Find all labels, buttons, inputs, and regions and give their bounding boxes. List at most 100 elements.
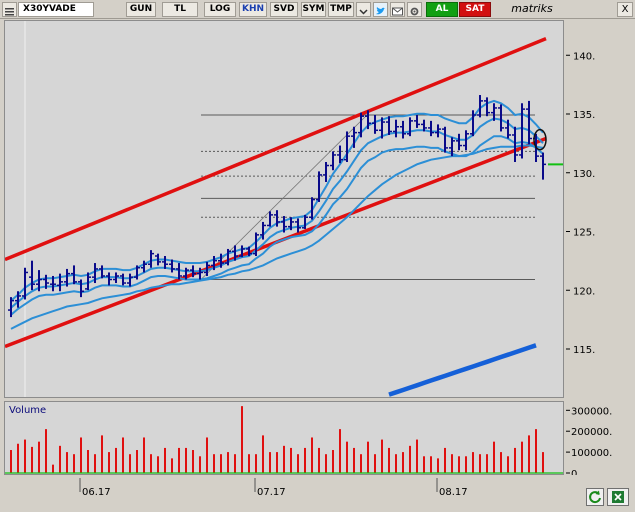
ohlc-bar <box>505 119 511 139</box>
ohlc-bar <box>393 119 399 138</box>
ohlc-bar <box>50 275 56 292</box>
ohlc-bar <box>169 259 175 273</box>
price-axis-svg: 115. 120. 125. 130. 135. 140. <box>566 51 595 356</box>
ohlc-bar <box>323 162 329 182</box>
period-day-button[interactable]: GUN <box>126 2 156 17</box>
price-chart-svg <box>4 21 569 397</box>
buy-button[interactable]: AL <box>426 2 458 17</box>
ohlc-bar <box>176 263 182 280</box>
currency-button[interactable]: TL <box>162 2 198 17</box>
twitter-icon[interactable] <box>373 2 388 17</box>
mail-icon[interactable] <box>390 2 405 17</box>
close-button[interactable]: X <box>617 2 633 17</box>
ohlc-bar <box>22 267 28 300</box>
ohlc-bar <box>8 297 14 318</box>
volume-tick-label: 100000. <box>571 448 612 459</box>
volume-pane-title: Volume <box>9 405 47 416</box>
ohlc-bar <box>120 273 126 286</box>
long-ma-line <box>388 343 537 397</box>
ohlc-bar <box>141 260 147 273</box>
ohlc-bar <box>190 265 196 278</box>
time-tick-label: 06.17 <box>82 487 111 498</box>
volume-tick-label: 300000. <box>571 406 612 417</box>
ohlc-bar <box>43 274 49 289</box>
band-lower-line <box>10 135 544 316</box>
ohlc-bar <box>260 221 266 240</box>
ohlc-bar <box>330 151 336 171</box>
ohlc-bar <box>428 120 434 137</box>
price-axis: 115. 120. 125. 130. 135. 140. <box>566 20 632 398</box>
template-button[interactable]: TMP <box>328 2 354 17</box>
ohlc-bar <box>85 272 91 291</box>
ohlc-bars <box>8 95 546 318</box>
ohlc-bar <box>239 245 245 258</box>
highlight-circle <box>533 128 547 151</box>
ohlc-bar <box>64 268 70 287</box>
ohlc-bar <box>491 103 497 121</box>
ohlc-bar <box>274 210 280 227</box>
ohlc-bar <box>407 117 413 137</box>
ohlc-bar <box>400 120 406 139</box>
horizontal-levels <box>24 21 535 397</box>
symbol-field[interactable]: X30YVADE <box>18 2 94 17</box>
ohlc-bar <box>512 126 518 162</box>
ohlc-bar <box>337 145 343 164</box>
volume-tick-label: 200000. <box>571 427 612 438</box>
ohlc-bar <box>148 250 154 268</box>
ohlc-bar <box>379 117 385 139</box>
ohlc-bar <box>540 152 546 180</box>
ohlc-bar <box>372 115 378 134</box>
refresh-icon <box>589 490 601 504</box>
volume-axis: 300000. 200000. 100000. 0 <box>566 401 632 480</box>
ohlc-bar <box>288 217 294 231</box>
ohlc-bar <box>127 273 133 287</box>
refresh-button[interactable] <box>586 488 604 506</box>
ohlc-bar <box>155 253 161 266</box>
ohlc-bar <box>162 256 168 269</box>
ohlc-bar <box>197 267 203 280</box>
menu-icon[interactable] <box>2 2 17 17</box>
ohlc-bar <box>183 267 189 280</box>
sell-button[interactable]: SAT <box>459 2 491 17</box>
slow-ma-line <box>10 144 544 330</box>
time-tick-label: 08.17 <box>439 487 468 498</box>
ohlc-bar <box>232 245 238 261</box>
ohlc-bar <box>15 291 21 308</box>
ohlc-bar <box>526 100 532 145</box>
ohlc-bar <box>484 97 490 117</box>
trend-channel <box>4 37 547 349</box>
ohlc-bar <box>57 273 63 292</box>
ohlc-bar <box>519 103 525 159</box>
volume-svg <box>5 406 563 474</box>
log-scale-button[interactable]: LOG <box>204 2 236 17</box>
price-tick-label: 120. <box>573 286 595 297</box>
spreadsheet-icon <box>612 491 624 503</box>
time-axis-svg: 06.17 07.17 08.17 <box>79 478 468 498</box>
price-tick-label: 135. <box>573 110 595 121</box>
ohlc-bar <box>113 272 119 284</box>
ohlc-bar <box>134 265 140 280</box>
ohlc-bar <box>302 214 308 229</box>
price-tick-label: 130. <box>573 169 595 180</box>
brand-logo: matriks <box>493 2 571 17</box>
chevron-down-icon[interactable] <box>356 2 371 17</box>
ohlc-bar <box>92 263 98 284</box>
price-chart-pane[interactable] <box>4 20 569 398</box>
time-axis: 06.17 07.17 08.17 <box>4 478 564 506</box>
ohlc-bar <box>309 197 315 220</box>
price-tick-label: 115. <box>573 345 595 356</box>
band-mid-line <box>10 117 544 309</box>
ohlc-bar <box>71 265 77 285</box>
khn-button[interactable]: KHN <box>239 2 267 17</box>
toolbar: X30YVADE GUN TL LOG KHN SVD SYM TMP AL S… <box>0 0 635 19</box>
ohlc-bar <box>211 256 217 271</box>
export-button[interactable] <box>607 488 629 506</box>
settings-icon[interactable] <box>407 2 422 17</box>
ohlc-bar <box>414 115 420 128</box>
volume-pane[interactable]: Volume <box>4 401 564 475</box>
svd-button[interactable]: SVD <box>270 2 298 17</box>
ohlc-bar <box>442 126 448 153</box>
symbol-button[interactable]: SYM <box>301 2 326 17</box>
ohlc-bar <box>36 270 42 292</box>
ohlc-bar <box>246 246 252 256</box>
